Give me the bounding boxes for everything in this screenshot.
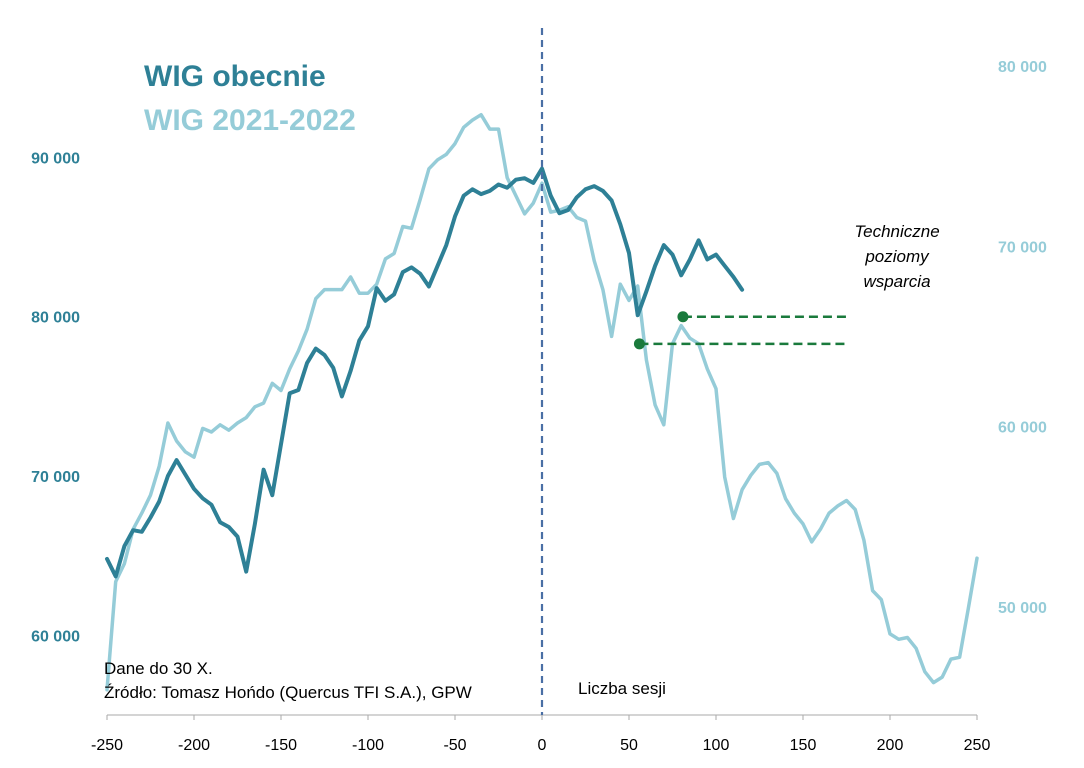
x-tick-label: -50	[443, 737, 466, 754]
x-tick-label: 200	[877, 737, 904, 754]
x-tick-label: -250	[91, 737, 123, 754]
left-tick-label: 60 000	[31, 628, 80, 645]
right-tick-label: 60 000	[998, 420, 1047, 437]
x-tick-label: 50	[620, 737, 638, 754]
left-axis-ticks: 60 000 70 000 80 000 90 000	[31, 150, 80, 645]
x-axis-title: Liczba sesji	[578, 679, 666, 698]
x-axis-ticks: -250 -200 -150 -100 -50 0 50 100 150 200 250	[91, 715, 990, 754]
source-note-date: Dane do 30 X.	[104, 659, 213, 678]
support-level-point	[633, 338, 645, 350]
legend-current: WIG obecnie	[144, 60, 326, 93]
right-tick-label: 50 000	[998, 600, 1047, 617]
x-tick-label: 250	[964, 737, 991, 754]
x-tick-label: -150	[265, 737, 297, 754]
left-tick-label: 90 000	[31, 150, 80, 167]
x-tick-label: 100	[703, 737, 730, 754]
series-layer	[105, 112, 979, 692]
support-level-point	[677, 311, 689, 323]
left-tick-label: 80 000	[31, 310, 80, 327]
right-tick-label: 70 000	[998, 239, 1047, 256]
support-levels	[633, 311, 847, 350]
right-axis-ticks: 50 000 60 000 70 000 80 000	[998, 59, 1047, 617]
source-note-author: Źródło: Tomasz Hońdo (Quercus TFI S.A.),…	[104, 683, 472, 702]
support-label-1: Techniczne	[854, 222, 939, 241]
x-tick-label: -200	[178, 737, 210, 754]
support-label-3: wsparcia	[863, 272, 930, 291]
legend-past: WIG 2021-2022	[144, 104, 356, 137]
series-line-wig-2021-2022	[105, 112, 979, 692]
left-tick-label: 70 000	[31, 469, 80, 486]
x-tick-label: 0	[538, 737, 547, 754]
right-tick-label: 80 000	[998, 59, 1047, 76]
support-label-2: poziomy	[864, 247, 930, 266]
x-tick-label: -100	[352, 737, 384, 754]
x-tick-label: 150	[790, 737, 817, 754]
series-line-wig-current	[105, 166, 745, 579]
